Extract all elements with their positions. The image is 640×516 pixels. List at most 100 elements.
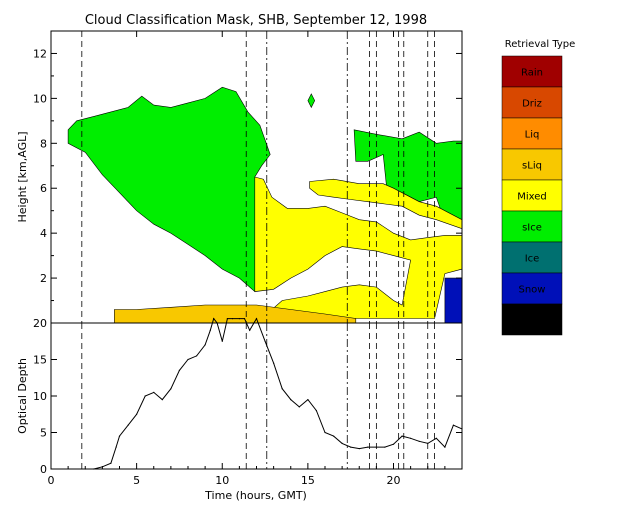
legend-swatch-rain [501,55,563,88]
optical-depth-ticks: 0 5 10 15 20 0 5 10 15 20 [33,317,462,487]
optical-depth-point [410,437,412,439]
optical-depth-panel: 0 5 10 15 20 0 5 10 15 20 Optical Depth Time (hou… [16,317,463,502]
legend-swatch-uncrt [501,303,563,336]
legend-swatch-driz [501,86,563,119]
chart-title: Cloud Classification Mask, SHB, Septembe… [85,13,427,28]
cloud-mask-regions [67,86,463,324]
bottom-xtick-label: 15 [301,474,315,487]
top-ytick-label: 8 [40,137,47,150]
optical-depth-point [118,435,121,437]
optical-depth-point [161,399,163,401]
optical-depth-point [153,391,155,393]
region-sice-0 [67,86,271,293]
optical-depth-point [358,448,360,450]
optical-depth-point [341,442,343,444]
bottom-ytick-label: 15 [33,354,47,367]
optical-depth-point [418,440,420,442]
optical-depth-point [384,446,386,448]
top-ytick-label: 2 [40,272,47,285]
optical-depth-markers [81,323,436,469]
optical-depth-point [178,369,180,371]
top-ytick-label: 6 [40,182,47,195]
top-ytick-label: 10 [33,92,47,105]
optical-depth-point [333,435,335,437]
optical-depth-point [350,446,352,448]
optical-depth-background [51,323,462,469]
region-snow-6 [444,277,463,324]
bottom-xtick-label: 5 [133,474,140,487]
legend-label-snow: Snow [519,285,546,296]
cloud-mask-panel: 2 4 6 8 10 12 Height [km,AGL] [16,30,463,324]
legend-label-mixed: Mixed [517,192,547,203]
legend-swatch-sliq [501,148,563,181]
bottom-ytick-label: 0 [40,463,47,476]
legend-swatch-liq [501,117,563,150]
legend-label-driz: Driz [522,99,542,110]
optical-depth-point [281,388,283,390]
legend-label-liq: Liq [525,130,540,141]
bottom-ytick-label: 20 [33,317,47,330]
optical-depth-line-group [84,317,463,470]
optical-depth-point [255,318,258,320]
top-ytick-label: 12 [33,47,47,60]
optical-depth-point [196,355,198,357]
optical-depth-point [136,413,138,415]
optical-depth-point [307,399,309,401]
bottom-xtick-label: 0 [48,474,55,487]
legend-label-sice: sIce [522,223,542,234]
optical-depth-point [209,329,211,331]
optical-depth-point [375,446,377,448]
optical-depth-point [392,443,395,445]
optical-depth-point [187,358,189,361]
optical-depth-point [249,329,251,331]
optical-depth-point [401,435,403,437]
optical-depth-point [127,424,129,426]
bottom-xtick-label: 20 [387,474,401,487]
optical-depth-point [435,437,437,439]
legend-items: Rain Driz Liq sLiq Mixed sIce Ice Snow Uncrt [501,55,563,336]
optical-depth-point [231,318,234,320]
bottom-xtick-label: 10 [215,474,229,487]
optical-depth-point [324,431,326,434]
optical-depth-point [273,362,275,364]
optical-depth-point [238,318,240,320]
region-mixed-4 [309,178,463,230]
optical-depth-line [85,317,463,470]
cloud-mask-ylabel: Height [km,AGL] [16,131,29,222]
legend-swatch-mixed [501,179,563,212]
optical-depth-point [452,424,454,426]
legend-title: Retrieval Type [505,39,576,50]
optical-depth-point [427,442,429,444]
optical-depth-point [170,388,172,390]
time-xlabel: Time (hours, GMT) [204,489,307,502]
legend-swatch-ice [501,241,563,274]
optical-depth-point [298,406,300,408]
optical-depth-point [290,399,292,401]
top-ytick-label: 4 [40,227,47,240]
bottom-ytick-label: 5 [40,427,47,440]
legend-swatch-snow [501,272,563,305]
optical-depth-point [226,318,228,320]
legend-label-ice: Ice [525,254,540,265]
optical-depth-point [221,340,223,342]
legend-label-uncrt: Uncrt [518,316,545,327]
cloud-mask-ticks: 2 4 6 8 10 12 [33,31,462,302]
legend-label-rain: Rain [521,68,543,79]
optical-depth-point [204,344,206,346]
optical-depth-point [367,446,369,448]
bottom-ytick-label: 10 [33,390,47,403]
optical-depth-point [315,410,317,412]
legend: Retrieval Type Rain Driz Liq sLiq Mixed sIce I… [501,39,576,336]
optical-depth-point [115,446,117,448]
optical-depth-point [213,318,215,320]
legend-label-sliq: sLiq [522,161,542,172]
region-sice-1 [307,93,316,109]
optical-depth-point [110,462,112,464]
optical-depth-ylabel: Optical Depth [16,358,29,434]
legend-swatch-sice [501,210,563,243]
optical-depth-point [264,340,266,342]
optical-depth-point [444,446,446,448]
cloud-mask-markers [81,31,436,323]
